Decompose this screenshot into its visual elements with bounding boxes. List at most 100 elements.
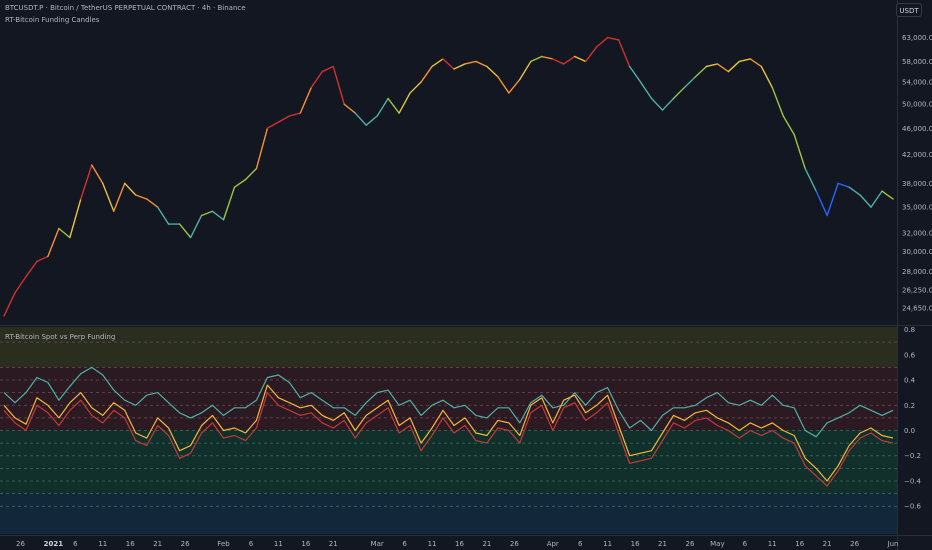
price-segment — [3, 292, 16, 317]
price-segment — [617, 39, 631, 68]
price-tick-label: 28,000.0 — [902, 268, 932, 276]
funding-zone — [0, 327, 897, 368]
price-segment — [189, 214, 203, 239]
time-tick-label: Feb — [217, 540, 230, 548]
price-tick-label: 42,000.0 — [902, 151, 932, 159]
funding-tick-label: 0.6 — [904, 351, 916, 359]
time-tick-label: 21 — [482, 540, 491, 548]
price-tick-label: 50,000.0 — [902, 101, 932, 109]
price-segment — [497, 76, 510, 94]
time-tick-label: 26 — [181, 540, 190, 548]
price-segment — [563, 55, 576, 65]
price-segment — [475, 60, 488, 68]
price-segment — [113, 182, 126, 212]
price-tick-label: 26,250.0 — [902, 287, 932, 295]
price-segment — [552, 58, 565, 65]
price-segment — [705, 63, 719, 68]
time-tick-label: 6 — [73, 540, 78, 548]
price-segment — [365, 115, 378, 126]
price-tick-label: 63,000.0 — [902, 34, 932, 42]
price-segment — [716, 63, 730, 73]
time-tick-label: 16 — [126, 540, 135, 548]
funding-zone — [0, 430, 897, 494]
time-tick-label: 11 — [603, 540, 612, 548]
price-segment — [156, 206, 170, 225]
price-segment — [815, 190, 828, 217]
price-segment — [211, 210, 225, 221]
spot-funding-line — [3, 366, 894, 438]
price-segment — [760, 65, 773, 89]
time-tick-label: 21 — [823, 540, 832, 548]
price-segment — [584, 46, 598, 63]
price-segment — [464, 60, 477, 65]
price-tick-label: 32,000.0 — [902, 229, 932, 237]
price-segment — [420, 65, 433, 83]
price-segment — [14, 275, 27, 294]
price-segment — [332, 65, 345, 105]
price-segment — [574, 55, 587, 63]
price-segment — [178, 223, 192, 239]
price-segment — [431, 58, 444, 68]
price-tick-label: 46,000.0 — [902, 125, 932, 133]
sub-pane-title[interactable]: RT-Bitcoin Spot vs Perp Funding — [5, 333, 116, 341]
time-scale[interactable]: 26 2021 6 11 16 21 26 Feb 6 11 16 21 Mar 6 11 16 21 26 Apr… — [0, 535, 932, 549]
price-segment — [694, 65, 708, 78]
time-tick-label: Mar — [371, 540, 384, 548]
time-tick-label: 26 — [685, 540, 694, 548]
price-segment — [519, 60, 532, 81]
price-scale[interactable]: 63,000.0 58,000.0 54,000.0 50,000.0 46,000.0… — [902, 34, 932, 313]
time-tick-label: 26 — [510, 540, 519, 548]
perp-funding-line — [3, 384, 894, 482]
price-segment — [453, 63, 466, 70]
currency-button[interactable]: USDT — [896, 3, 922, 17]
price-segment — [793, 133, 806, 170]
time-tick-label: 16 — [301, 540, 310, 548]
price-segment — [738, 58, 752, 63]
funding-zone — [0, 493, 897, 534]
price-segment — [804, 167, 817, 192]
price-segment — [606, 36, 620, 41]
price-segment — [376, 97, 389, 117]
funding-pane[interactable] — [0, 327, 897, 534]
funding-tick-label: −0.4 — [904, 477, 922, 485]
time-tick-label: 11 — [274, 540, 283, 548]
time-tick-label: 16 — [795, 540, 804, 548]
price-segment — [124, 182, 137, 196]
price-segment — [145, 198, 159, 208]
price-tick-label: 38,000.0 — [902, 180, 932, 188]
price-segment — [650, 97, 664, 111]
time-tick-label: 21 — [153, 540, 162, 548]
price-segment — [486, 65, 499, 78]
time-tick-label: 21 — [329, 540, 338, 548]
price-segment — [683, 76, 697, 89]
price-segment — [91, 164, 104, 185]
indicator-title[interactable]: RT-Bitcoin Funding Candles — [5, 16, 100, 24]
price-tick-label: 58,000.0 — [902, 58, 932, 66]
funding-scale[interactable]: 0.8 0.6 0.4 0.2 0.0 −0.2 −0.4 −0.6 — [904, 326, 922, 511]
price-segment — [727, 60, 741, 73]
price-segment — [102, 182, 115, 212]
funding-tick-label: 0.4 — [904, 377, 916, 385]
funding-tick-label: 0.2 — [904, 402, 915, 410]
price-segment — [826, 182, 839, 217]
price-pane[interactable] — [3, 36, 894, 317]
time-tick-label: 21 — [658, 540, 667, 548]
price-segment — [58, 227, 71, 239]
time-tick-label: 26 — [850, 540, 859, 548]
price-segment — [530, 55, 543, 63]
time-tick-label: 2021 — [44, 540, 64, 548]
time-tick-label: 16 — [631, 540, 640, 548]
price-segment — [881, 190, 894, 200]
price-segment — [47, 227, 60, 258]
time-tick-label: 11 — [768, 540, 777, 548]
time-tick-label: 11 — [98, 540, 107, 548]
price-segment — [233, 178, 247, 188]
price-segment — [639, 81, 653, 100]
price-segment — [595, 36, 609, 48]
time-tick-label: 6 — [249, 540, 254, 548]
symbol-title[interactable]: BTCUSDT.P · Bitcoin / TetherUS PERPETUAL… — [5, 4, 246, 12]
price-segment — [277, 115, 291, 123]
price-segment — [398, 92, 411, 114]
price-segment — [771, 86, 784, 117]
